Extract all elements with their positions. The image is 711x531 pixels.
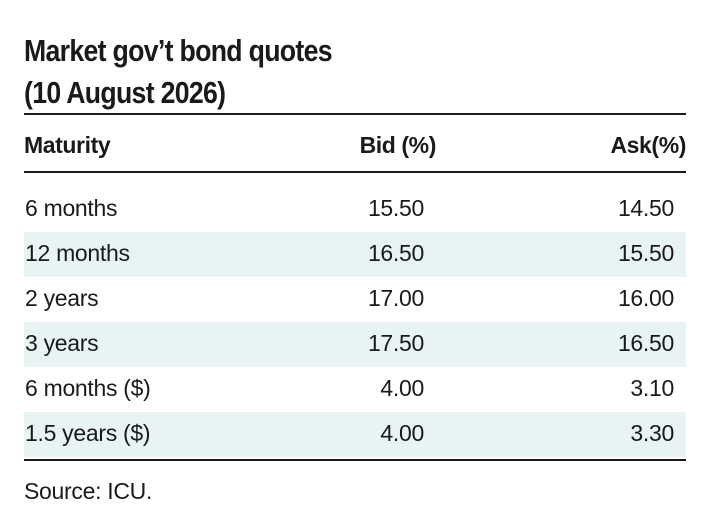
cell-maturity: 2 years (25, 285, 99, 311)
title-line-2: (10 August 2026) (24, 75, 226, 110)
header-maturity: Maturity (24, 132, 111, 158)
cell-bid: 4.00 (380, 375, 424, 401)
table-row: 2 years 17.00 16.00 (24, 277, 686, 322)
title-line-1: Market gov’t bond quotes (24, 33, 333, 68)
cell-bid: 17.50 (367, 330, 424, 356)
top-rule (24, 113, 686, 115)
cell-bid: 4.00 (380, 420, 424, 446)
cell-maturity: 1.5 years ($) (25, 420, 151, 446)
table-row: 6 months 15.50 14.50 (24, 187, 686, 232)
cell-maturity: 6 months ($) (25, 375, 151, 401)
cell-bid: 15.50 (367, 195, 424, 221)
cell-ask: 16.50 (617, 330, 674, 356)
cell-ask: 15.50 (617, 240, 674, 266)
table-row: 3 years 17.50 16.50 (24, 322, 686, 367)
table-row: 6 months ($) 4.00 3.10 (24, 367, 686, 412)
cell-maturity: 12 months (25, 240, 130, 266)
cell-bid: 17.00 (367, 285, 424, 311)
table-header: Maturity Bid (%) Ask(%) (24, 128, 686, 162)
bottom-rule (24, 459, 686, 461)
source-note: Source: ICU. (24, 478, 153, 504)
table-row: 12 months 16.50 15.50 (24, 232, 686, 277)
header-rule (24, 171, 686, 173)
cell-maturity: 3 years (25, 330, 99, 356)
cell-ask: 3.10 (630, 375, 674, 401)
header-ask: Ask(%) (610, 132, 686, 158)
table-row: 1.5 years ($) 4.00 3.30 (24, 412, 686, 457)
cell-ask: 3.30 (630, 420, 674, 446)
cell-ask: 14.50 (617, 195, 674, 221)
table-title: Market gov’t bond quotes (10 August 2026… (24, 30, 593, 114)
cell-ask: 16.00 (617, 285, 674, 311)
header-bid: Bid (%) (359, 132, 437, 158)
cell-maturity: 6 months (25, 195, 118, 221)
cell-bid: 16.50 (367, 240, 424, 266)
table-body: 6 months 15.50 14.50 12 months 16.50 15.… (24, 187, 686, 457)
